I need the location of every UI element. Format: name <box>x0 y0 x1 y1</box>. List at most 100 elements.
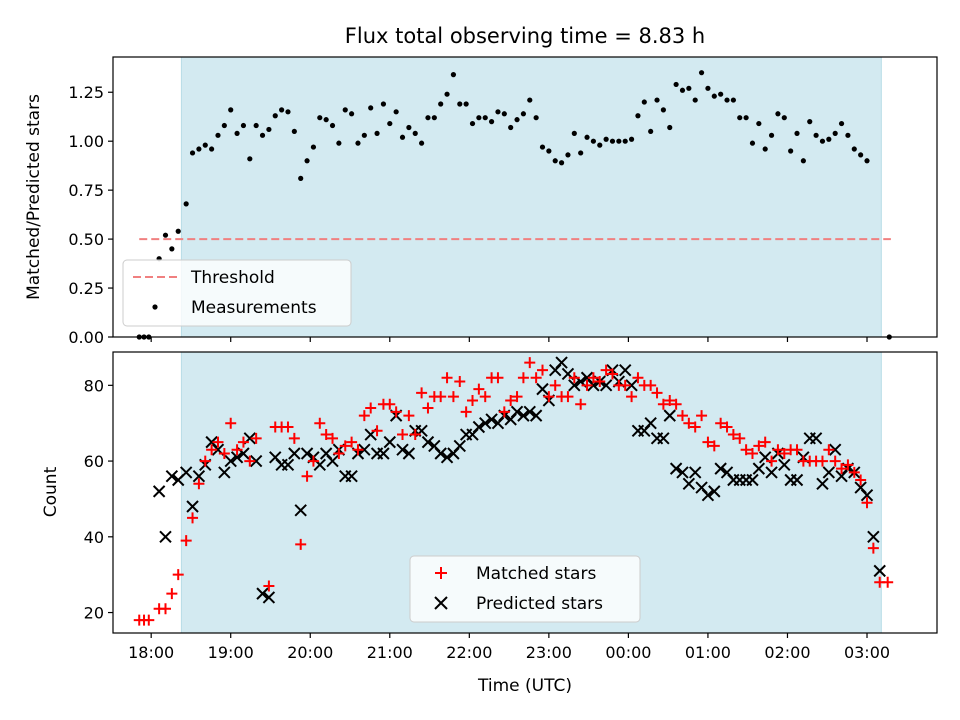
predicted-star-marker <box>867 530 880 544</box>
predicted-star-marker <box>396 443 409 456</box>
matched-star-marker <box>882 576 894 588</box>
measurement-point <box>698 70 705 76</box>
matched-star-marker <box>511 391 523 403</box>
predicted-star-marker <box>165 470 179 483</box>
matched-star-marker <box>447 391 459 403</box>
measurement-point <box>488 119 495 125</box>
measurement-point <box>686 85 692 91</box>
matched-star-marker <box>517 372 529 384</box>
matched-star-marker <box>530 372 542 384</box>
measurement-point <box>279 107 285 113</box>
measurement-point <box>571 130 577 136</box>
matched-star-marker <box>327 432 339 444</box>
measurement-point <box>622 138 628 144</box>
matched-star-marker <box>689 421 701 433</box>
matched-star-marker <box>848 466 860 478</box>
matched-star-marker <box>715 417 727 429</box>
matched-star-marker <box>543 391 555 403</box>
ratio-legend-frame <box>122 259 352 327</box>
matched-star-marker <box>626 391 638 403</box>
legend-matched-swatch <box>435 567 447 579</box>
matched-star-marker <box>683 417 695 429</box>
predicted-star-marker <box>300 447 314 460</box>
matched-star-marker <box>727 429 739 441</box>
measurement-point <box>711 93 717 99</box>
measurement-point <box>654 97 660 103</box>
matched-star-marker <box>422 402 434 414</box>
matched-star-marker <box>159 603 171 615</box>
count-x-tick-label: 01:00 <box>685 643 731 662</box>
count-x-tick-label: 02:00 <box>764 643 810 662</box>
measurement-point <box>438 101 444 107</box>
measurement-point <box>406 124 412 131</box>
predicted-star-marker <box>809 432 823 445</box>
predicted-star-marker <box>479 416 492 430</box>
predicted-star-marker <box>326 454 339 468</box>
measurement-point <box>775 111 781 117</box>
matched-star-marker <box>390 406 402 418</box>
predicted-star-marker <box>568 379 581 392</box>
matched-star-marker <box>225 417 237 429</box>
matched-star-marker <box>301 470 313 482</box>
matched-star-marker <box>816 455 828 467</box>
matched-star-marker <box>587 372 599 384</box>
matched-star-marker <box>772 444 784 456</box>
matched-star-marker <box>759 436 771 448</box>
measurement-point <box>679 87 686 93</box>
count-x-tick-label: 21:00 <box>367 643 413 662</box>
matched-star-marker <box>581 379 593 391</box>
matched-star-marker <box>734 432 746 444</box>
measurement-point <box>762 146 768 152</box>
count-x-tick-label: 20:00 <box>287 643 333 662</box>
measurement-point <box>616 138 622 144</box>
measurement-point <box>221 122 227 129</box>
matched-star-marker <box>836 463 848 475</box>
legend-threshold-label: Threshold <box>190 268 275 288</box>
predicted-star-marker <box>186 500 199 513</box>
predicted-star-marker <box>529 409 543 422</box>
count-x-tick-label: 23:00 <box>526 643 572 662</box>
matched-star-marker <box>651 387 663 399</box>
predicted-star-marker <box>517 409 530 422</box>
matched-star-marker <box>505 394 517 406</box>
matched-star-marker <box>594 376 606 388</box>
measurement-point <box>768 132 775 138</box>
matched-star-marker <box>753 440 765 452</box>
measurement-point <box>234 130 240 136</box>
predicted-star-marker <box>262 591 276 604</box>
measurement-point <box>533 115 539 121</box>
predicted-star-marker <box>625 379 638 392</box>
matched-star-marker <box>441 372 453 384</box>
measurement-point <box>469 120 476 127</box>
matched-star-marker <box>263 580 275 592</box>
measurement-point <box>819 138 826 144</box>
measurement-point <box>285 109 291 115</box>
matched-star-marker <box>568 372 580 384</box>
matched-star-marker <box>702 436 714 448</box>
matched-star-marker <box>187 512 199 524</box>
measurement-point <box>578 150 584 156</box>
matched-star-marker <box>498 406 510 418</box>
measurement-point <box>380 101 387 107</box>
predicted-star-marker <box>159 530 172 544</box>
matched-star-marker <box>562 391 574 403</box>
matched-star-marker <box>829 455 841 467</box>
measurement-point <box>826 136 832 142</box>
matched-star-marker <box>193 478 205 490</box>
matched-star-marker <box>460 406 472 418</box>
measurement-point <box>444 91 450 97</box>
ratio-panel: 0.00 0.25 0.50 0.75 1.00 1.25 Matched/Predict… <box>24 56 938 347</box>
measurement-point <box>412 130 418 136</box>
legend-measurement-swatch <box>152 304 158 310</box>
measurement-point <box>304 158 310 164</box>
matched-star-marker <box>435 391 447 403</box>
predicted-star-marker <box>453 439 466 453</box>
count-y-tick-label: 20 <box>84 604 104 623</box>
measurement-point <box>520 111 527 117</box>
predicted-star-marker <box>555 356 568 369</box>
measurement-point <box>692 97 698 103</box>
measurement-point <box>169 246 175 252</box>
measurement-point <box>342 107 348 113</box>
matched-star-marker <box>778 447 790 459</box>
predicted-star-marker <box>676 466 689 479</box>
